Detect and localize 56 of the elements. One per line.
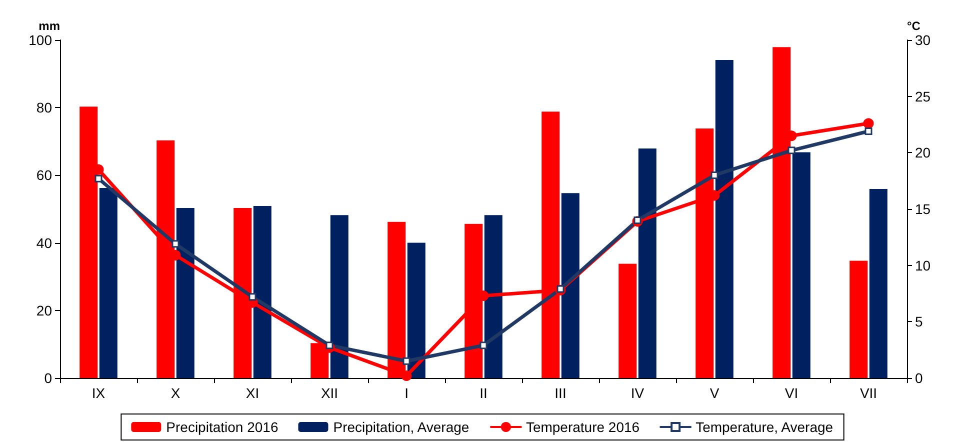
x-tick-label: II bbox=[480, 385, 488, 401]
point bbox=[634, 216, 642, 224]
legend-label: Temperature 2016 bbox=[526, 419, 640, 435]
point bbox=[788, 146, 796, 154]
y-tick-label: 40 bbox=[36, 234, 52, 251]
point bbox=[863, 118, 874, 129]
point bbox=[172, 240, 180, 248]
point bbox=[864, 128, 872, 136]
x-tick-label: VI bbox=[784, 385, 798, 401]
bar bbox=[638, 148, 656, 378]
point bbox=[556, 285, 564, 293]
y2-tick-label: 15 bbox=[915, 201, 931, 217]
bar bbox=[407, 242, 426, 378]
y-axis-title: mm bbox=[38, 19, 60, 33]
y-tick-label: 60 bbox=[36, 167, 52, 184]
bar bbox=[792, 152, 810, 378]
y2-tick-label: 10 bbox=[915, 257, 931, 274]
bar bbox=[715, 60, 734, 378]
legend-label: Precipitation, Average bbox=[333, 419, 470, 435]
x-tick-label: IX bbox=[92, 385, 106, 401]
bar bbox=[484, 215, 502, 378]
y2-tick-label: 0 bbox=[915, 370, 923, 386]
y-tick-label: 20 bbox=[36, 302, 52, 318]
bar bbox=[618, 264, 637, 378]
x-tick-label: V bbox=[710, 385, 720, 401]
bar bbox=[99, 188, 118, 378]
bar bbox=[176, 208, 194, 378]
x-tick-label: VII bbox=[860, 385, 878, 401]
y2-tick-label: 5 bbox=[915, 314, 923, 330]
bar bbox=[869, 189, 888, 378]
y-tick-label: 80 bbox=[36, 100, 52, 116]
bar bbox=[850, 260, 868, 378]
bar bbox=[330, 215, 348, 378]
x-tick-label: IV bbox=[630, 385, 645, 401]
y-tick-label: 0 bbox=[44, 370, 52, 386]
legend-label: Precipitation 2016 bbox=[166, 419, 278, 435]
point bbox=[402, 357, 410, 365]
y2-tick-label: 25 bbox=[915, 88, 931, 104]
legend-label: Temperature, Average bbox=[696, 419, 834, 435]
point bbox=[401, 370, 412, 381]
bar bbox=[561, 193, 580, 378]
y-tick-label: 100 bbox=[28, 32, 52, 48]
point bbox=[248, 293, 256, 301]
x-tick-label: XI bbox=[246, 385, 260, 401]
bar bbox=[253, 206, 272, 378]
point bbox=[326, 342, 334, 350]
y2-tick-label: 20 bbox=[915, 144, 931, 161]
point bbox=[710, 171, 718, 179]
x-tick-label: XII bbox=[320, 385, 338, 401]
x-tick-label: X bbox=[170, 385, 181, 401]
x-tick-label: I bbox=[404, 385, 408, 401]
point bbox=[94, 174, 102, 182]
point bbox=[480, 342, 488, 350]
y2-axis-title: °C bbox=[907, 19, 921, 33]
y2-tick-label: 30 bbox=[915, 32, 931, 48]
x-tick-label: III bbox=[554, 385, 566, 401]
